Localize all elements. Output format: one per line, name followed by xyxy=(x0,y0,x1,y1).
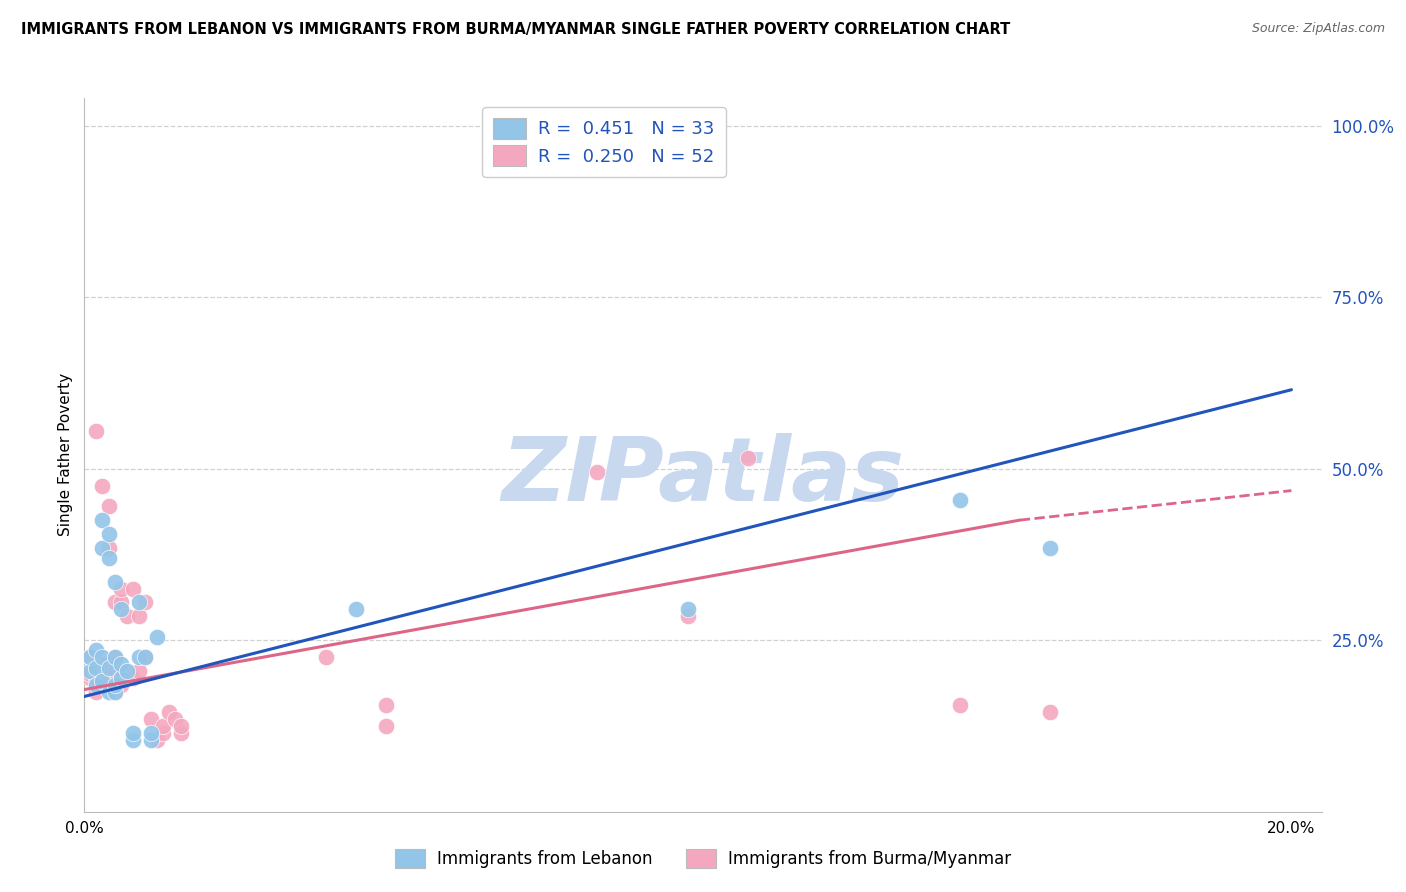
Point xyxy=(134,595,156,609)
Point xyxy=(139,712,162,726)
Point xyxy=(121,726,143,740)
Point xyxy=(97,660,120,674)
Text: ZIPatlas: ZIPatlas xyxy=(502,433,904,520)
Point xyxy=(1039,705,1062,719)
Point xyxy=(134,650,156,665)
Point xyxy=(79,664,101,678)
Point xyxy=(110,664,132,678)
Point xyxy=(948,492,970,507)
Legend: Immigrants from Lebanon, Immigrants from Burma/Myanmar: Immigrants from Lebanon, Immigrants from… xyxy=(388,842,1018,875)
Point xyxy=(128,609,150,624)
Point xyxy=(103,684,125,698)
Y-axis label: Single Father Poverty: Single Father Poverty xyxy=(58,374,73,536)
Point xyxy=(103,678,125,692)
Point xyxy=(103,684,125,698)
Point xyxy=(315,650,337,665)
Point xyxy=(676,609,699,624)
Point xyxy=(110,671,132,685)
Point xyxy=(170,719,193,733)
Point xyxy=(97,550,120,565)
Point xyxy=(91,678,114,692)
Point xyxy=(103,671,125,685)
Point xyxy=(86,684,108,698)
Text: IMMIGRANTS FROM LEBANON VS IMMIGRANTS FROM BURMA/MYANMAR SINGLE FATHER POVERTY C: IMMIGRANTS FROM LEBANON VS IMMIGRANTS FR… xyxy=(21,22,1011,37)
Point xyxy=(115,671,138,685)
Point xyxy=(97,664,120,678)
Point xyxy=(152,719,174,733)
Point xyxy=(139,732,162,747)
Point xyxy=(128,664,150,678)
Point xyxy=(103,650,125,665)
Point xyxy=(91,674,114,689)
Point xyxy=(146,630,169,644)
Point xyxy=(86,657,108,672)
Point xyxy=(91,541,114,555)
Point xyxy=(97,541,120,555)
Point xyxy=(115,609,138,624)
Point xyxy=(86,424,108,438)
Point xyxy=(128,595,150,609)
Point xyxy=(948,698,970,713)
Point xyxy=(79,667,101,681)
Point xyxy=(103,595,125,609)
Point xyxy=(152,726,174,740)
Point xyxy=(86,643,108,657)
Point xyxy=(139,726,162,740)
Point xyxy=(110,678,132,692)
Point xyxy=(79,671,101,685)
Point xyxy=(97,684,120,698)
Text: Source: ZipAtlas.com: Source: ZipAtlas.com xyxy=(1251,22,1385,36)
Point xyxy=(157,705,180,719)
Point xyxy=(86,664,108,678)
Point xyxy=(110,582,132,596)
Point xyxy=(97,500,120,514)
Point xyxy=(86,660,108,674)
Point xyxy=(110,602,132,616)
Point xyxy=(97,526,120,541)
Point xyxy=(134,650,156,665)
Point xyxy=(121,732,143,747)
Point xyxy=(97,671,120,685)
Point xyxy=(375,719,398,733)
Point xyxy=(91,671,114,685)
Point xyxy=(344,602,367,616)
Point xyxy=(79,650,101,665)
Point xyxy=(103,574,125,589)
Point xyxy=(91,657,114,672)
Point xyxy=(121,582,143,596)
Point xyxy=(110,671,132,685)
Point xyxy=(121,671,143,685)
Point xyxy=(103,650,125,665)
Point xyxy=(737,451,759,466)
Point xyxy=(91,664,114,678)
Point xyxy=(91,650,114,665)
Point xyxy=(86,678,108,692)
Point xyxy=(115,664,138,678)
Point xyxy=(163,712,186,726)
Point xyxy=(91,513,114,527)
Point xyxy=(170,726,193,740)
Point xyxy=(375,698,398,713)
Point xyxy=(91,479,114,493)
Point xyxy=(110,657,132,672)
Point xyxy=(128,650,150,665)
Point xyxy=(586,465,609,479)
Point xyxy=(110,595,132,609)
Point xyxy=(79,650,101,665)
Point xyxy=(676,602,699,616)
Point xyxy=(103,664,125,678)
Point xyxy=(1039,541,1062,555)
Point xyxy=(86,671,108,685)
Point xyxy=(146,732,169,747)
Point xyxy=(115,664,138,678)
